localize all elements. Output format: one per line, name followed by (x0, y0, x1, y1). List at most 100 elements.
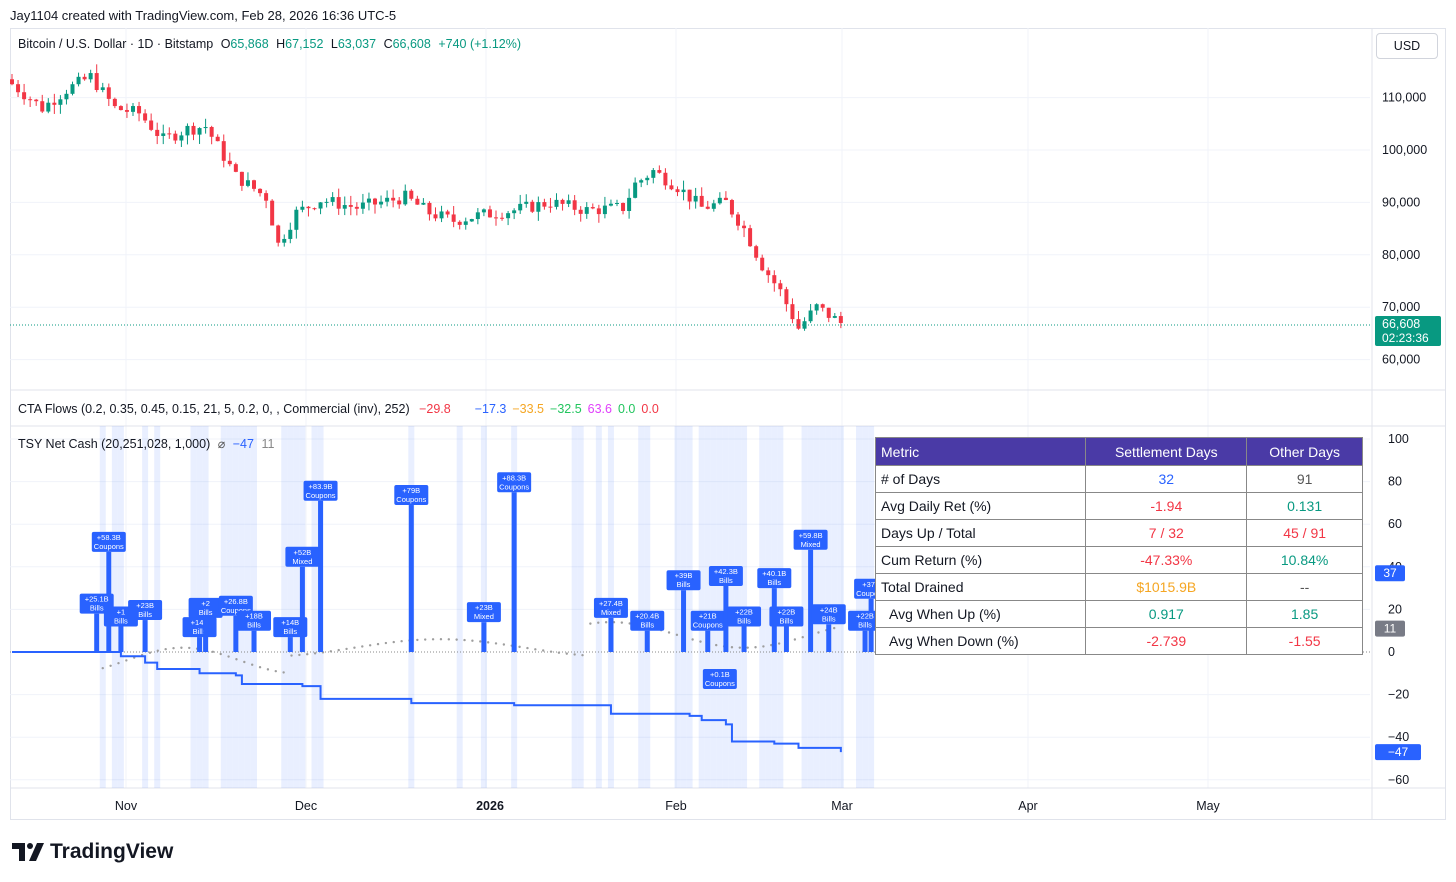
cta-dot (125, 659, 128, 662)
candle-body (330, 197, 335, 202)
candle-body (366, 198, 371, 203)
candle-body (602, 205, 607, 215)
flow-label-kind: Mixed (601, 608, 621, 617)
candle-body (191, 125, 196, 135)
cta-dot (329, 650, 333, 653)
cta-dot (565, 652, 568, 655)
table-cell-other: 91 (1246, 465, 1363, 493)
table-cell-other: 45 / 91 (1246, 519, 1363, 547)
tsy-value-1: −47 (232, 437, 254, 451)
candle-body (179, 135, 184, 141)
indicator-axis-label: 20 (1388, 602, 1402, 616)
candle-body (112, 98, 117, 107)
flow-label-amount: +1 (117, 607, 126, 616)
tsy-legend[interactable]: TSY Net Cash (20,251,028, 1,000) ⌀ −47 1… (18, 436, 278, 451)
candle-body (717, 197, 722, 204)
cta-dot (518, 645, 521, 649)
candle-body (427, 202, 432, 215)
candle-body (10, 79, 14, 85)
candle-body (270, 200, 275, 226)
flow-label-box (727, 606, 762, 627)
table-cell-settlement: 0.917 (1085, 600, 1248, 628)
table-header-settlement: Settlement Days (1085, 437, 1248, 466)
candle-body (784, 289, 789, 305)
price-chart[interactable]: 110,000 100,000 90,000 80,000 70,000 60,000 66… (10, 28, 1446, 820)
badge-11 (1375, 620, 1405, 637)
candle-body (137, 106, 142, 114)
settlement-band (281, 426, 288, 788)
flow-label-kind: Bills (138, 610, 152, 619)
cta-dot (188, 646, 191, 650)
close-value: 66,608 (392, 37, 431, 51)
candle-body (790, 304, 795, 320)
flow-label-amount: +26.8B (224, 597, 248, 606)
flow-label-amount: +14B (281, 618, 299, 627)
cta-dot (258, 666, 262, 669)
candle-body (584, 207, 589, 214)
cta-dot (306, 653, 309, 656)
candle-body (772, 275, 777, 284)
chart-frame (10, 28, 1446, 820)
candle-body (506, 213, 511, 219)
flow-bar (808, 549, 814, 652)
flow-bar (826, 624, 832, 652)
settlement-band (856, 426, 862, 788)
flow-label-kind: Bills (90, 604, 104, 613)
cta-dot (282, 671, 285, 674)
candle-body (100, 87, 105, 91)
flow-label-amount: +52B (294, 548, 312, 557)
candle-body (475, 212, 480, 220)
candle-body (131, 106, 135, 112)
candle-body (742, 225, 747, 229)
low-value: 63,037 (337, 37, 377, 51)
cta-dot (581, 653, 584, 657)
settlement-band (251, 426, 257, 788)
time-axis-label: Feb (665, 799, 687, 813)
cta-dot (439, 638, 443, 641)
candle-body (651, 170, 656, 178)
candle-body (149, 120, 154, 130)
candle-body (161, 133, 166, 136)
flow-label-box (708, 565, 743, 586)
flow-label-box (128, 600, 163, 621)
candle-body (40, 101, 45, 112)
candle-body (421, 202, 426, 205)
flow-label-amount: +0.1B (710, 670, 730, 679)
flow-bar (741, 626, 747, 652)
cta-dot (235, 658, 238, 661)
tradingview-logo[interactable]: TradingView (12, 840, 173, 864)
cta-dot (667, 631, 671, 634)
flow-bar (118, 626, 124, 652)
candle-body (58, 99, 63, 105)
candle-body (203, 126, 208, 129)
last-price-countdown: 02:23:36 (1382, 331, 1429, 345)
cta-dot (463, 638, 466, 642)
time-axis-label: Dec (295, 799, 317, 813)
cta-dot (801, 636, 804, 639)
settlement-band (704, 426, 711, 788)
cta-dot (762, 645, 765, 648)
cta-dot (447, 638, 451, 641)
flow-bar (783, 626, 789, 652)
flow-bar (511, 492, 517, 652)
table-header-row: Metric Settlement Days Other Days (874, 437, 1363, 466)
flow-bar (481, 622, 487, 652)
price-axis-label: 70,000 (1382, 300, 1420, 314)
candle-body (258, 188, 263, 194)
flow-bar (197, 637, 203, 652)
flow-bar (233, 615, 239, 652)
candle-body (294, 209, 299, 230)
indicator-axis-label: −40 (1388, 730, 1409, 744)
candle-body (70, 84, 75, 94)
cta-dot (337, 648, 340, 652)
candle-body (633, 182, 638, 198)
settlement-band (311, 426, 318, 788)
candle-body (197, 128, 202, 135)
currency-button[interactable]: USD (1376, 33, 1438, 59)
flow-bar (203, 617, 209, 652)
cta-legend[interactable]: CTA Flows (0.2, 0.35, 0.45, 0.15, 21, 5,… (18, 402, 667, 416)
flow-label-kind: Bills (737, 616, 751, 625)
table-cell-settlement: $1015.9B (1085, 573, 1248, 601)
candle-body (373, 198, 377, 205)
chart-caption: Jay1104 created with TradingView.com, Fe… (10, 8, 397, 23)
